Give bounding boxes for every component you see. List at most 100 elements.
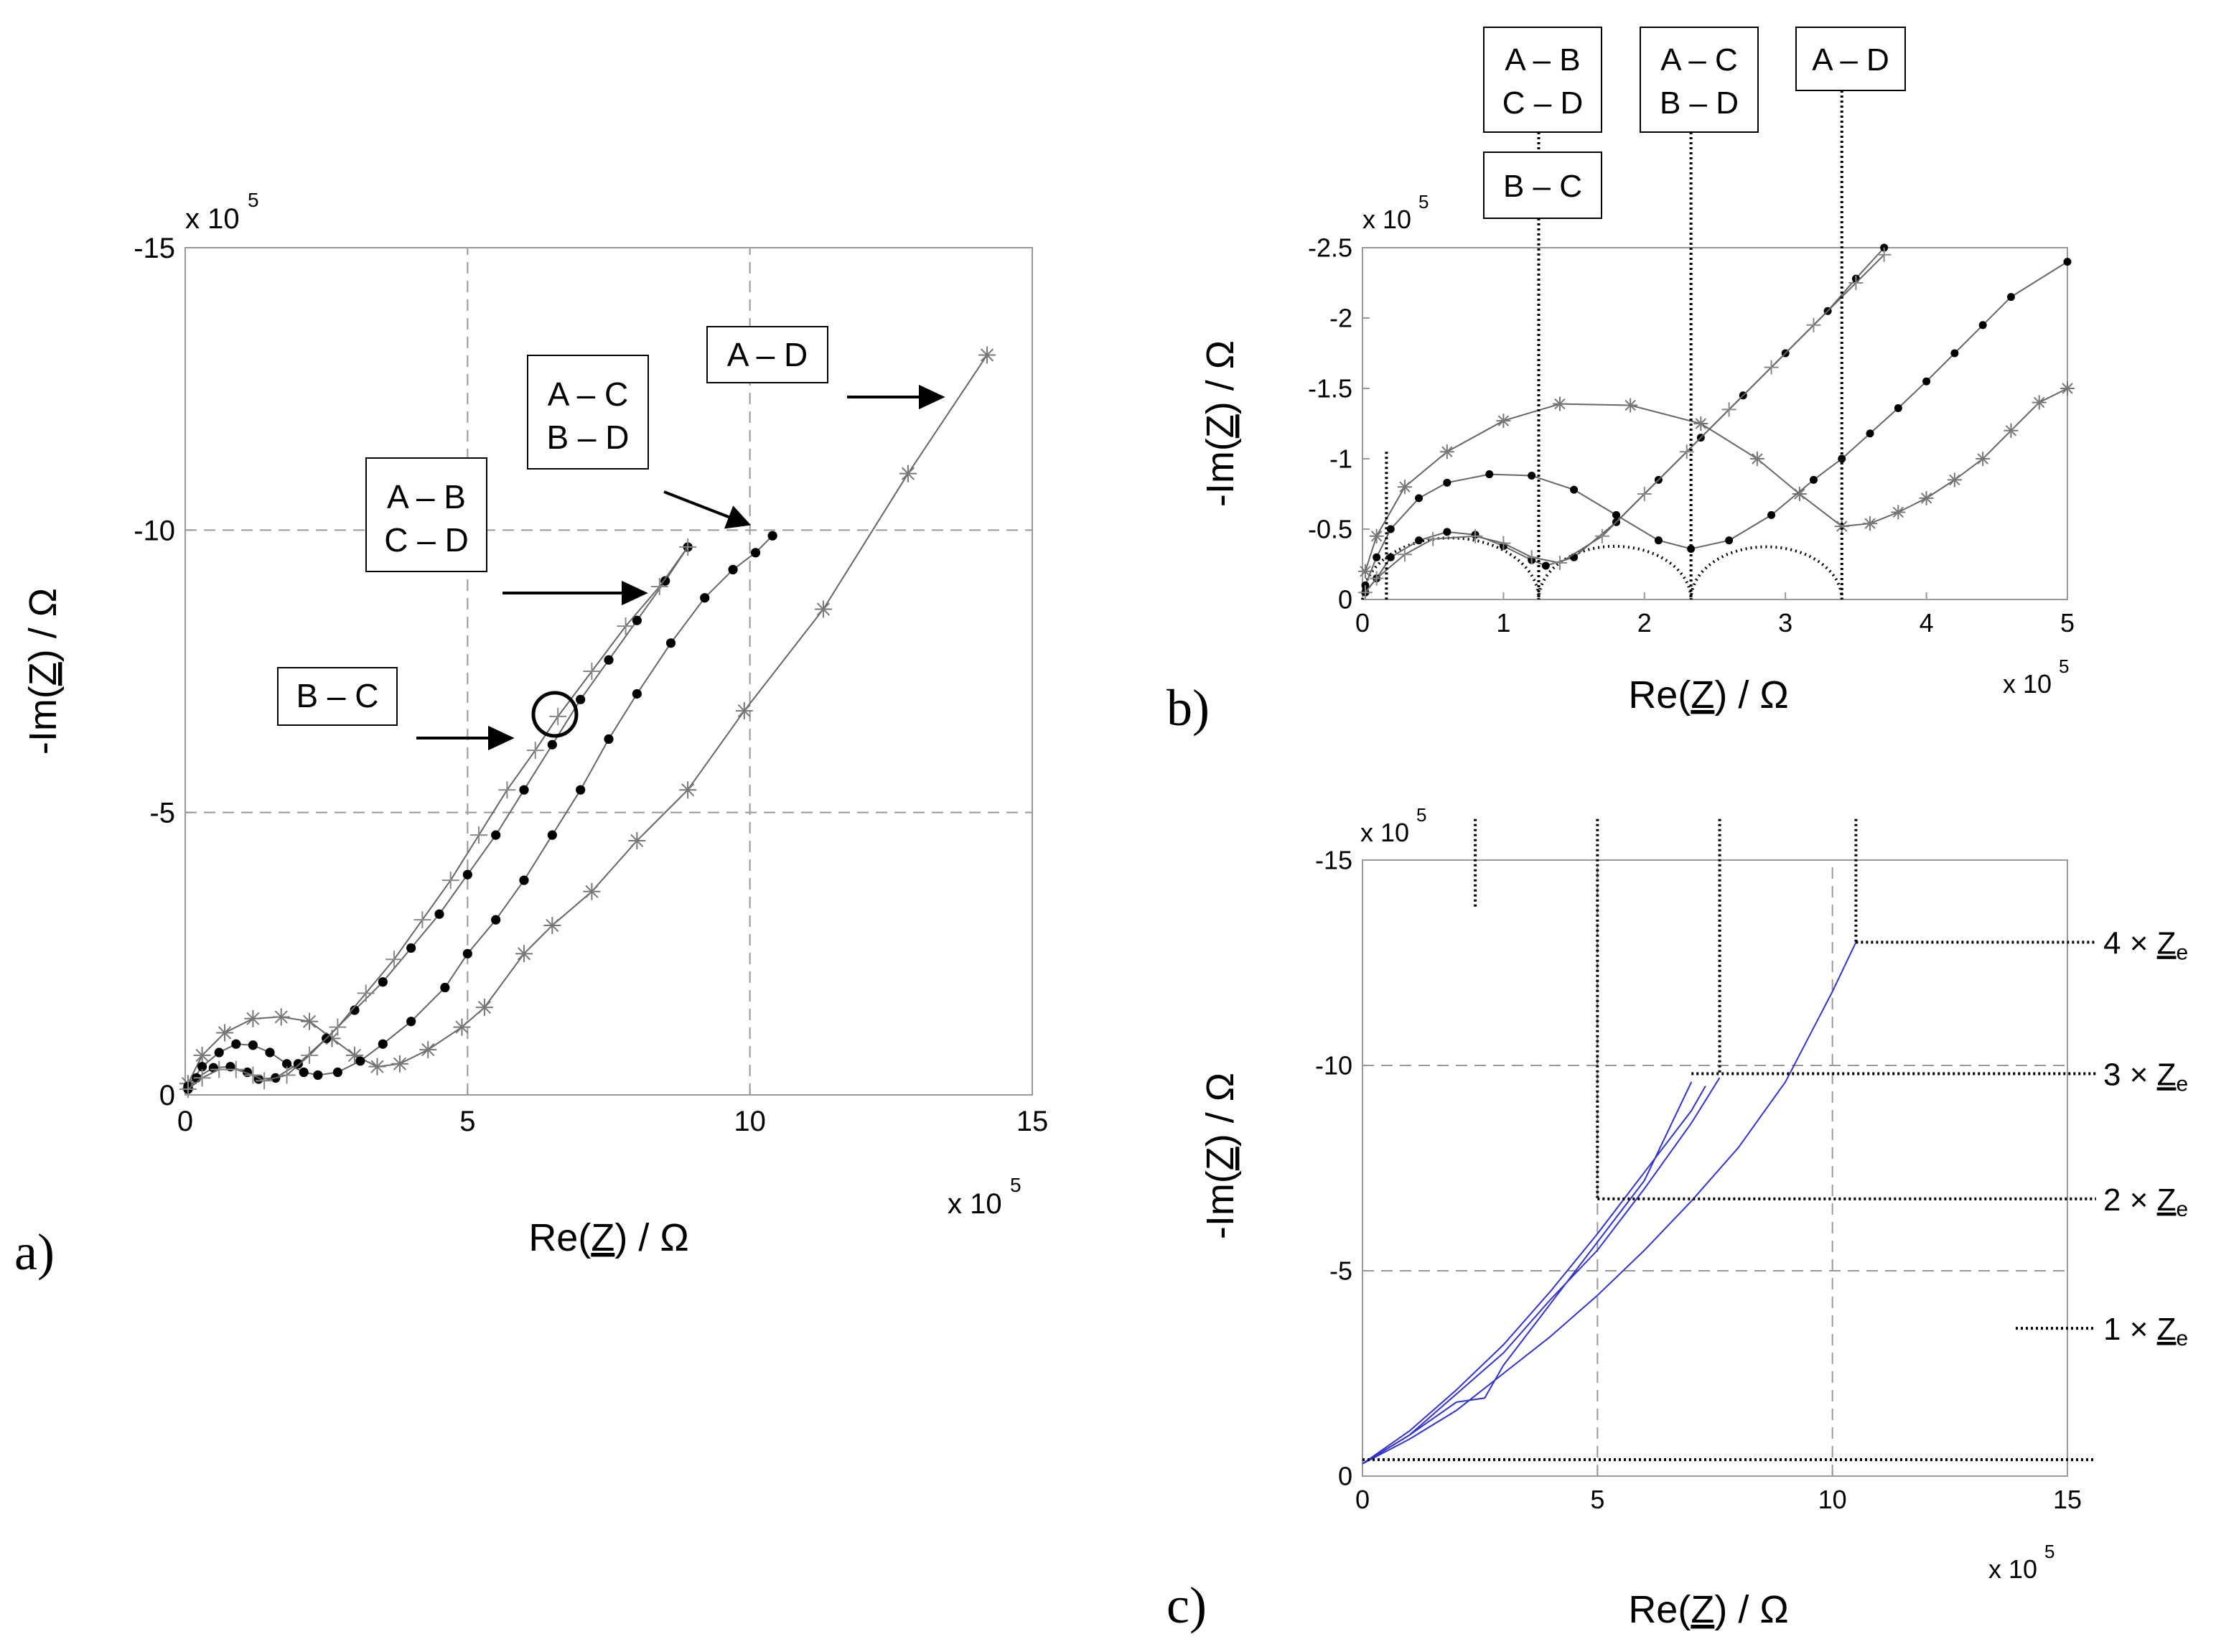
data-point [462,869,472,879]
data-point [1809,475,1818,484]
svg-text:A – C: A – C [548,375,629,413]
x-tick-label: 5 [2060,608,2075,638]
data-point [1552,556,1567,571]
data-point [244,1066,262,1084]
annotation-box-ab-cd: A – B C – D [365,457,487,572]
data-point [301,1046,319,1064]
plot-c-frame [1362,859,2068,1477]
data-point [767,531,777,541]
data-point [1687,544,1696,553]
data-point [491,915,501,925]
data-point [1792,487,1807,501]
data-point [515,945,533,963]
data-point [498,781,516,799]
data-point [216,1024,234,1042]
svg-text:C – D: C – D [1502,85,1583,121]
data-point [346,1046,363,1064]
ticks-b: 0 1 2 3 4 5 0 -0.5 -1 -1.5 -2 -2.5 [1308,233,2075,638]
svg-text:A – D: A – D [727,336,808,373]
data-point [1415,536,1423,545]
series-line-1 [1362,1077,1721,1465]
plot-a-frame [184,247,1033,1096]
x-multiplier-b-exp: 5 [2059,655,2069,677]
grid-c [1362,860,2067,1476]
data-point [549,707,567,725]
svg-text:A – B: A – B [387,478,466,515]
data-point [1485,470,1494,479]
data-point [1919,490,1934,505]
data-point [299,1067,309,1078]
y-tick-label: 0 [159,1080,175,1111]
y-multiplier-b-exp: 5 [1418,191,1429,213]
data-point [543,917,561,934]
data-point [2032,395,2047,410]
annotation-box-ac-bd: A – C B – D [527,355,649,470]
series-line-3 [1362,1081,1693,1465]
data-point [1468,528,1483,543]
panel-label-a: a) [14,1223,55,1281]
annotation-box-ad: A – D [706,326,828,383]
svg-text:C – D: C – D [384,521,469,559]
data-point [293,1059,303,1069]
data-point [313,1070,323,1081]
svg-text:B – C: B – C [1503,169,1582,204]
y-tick-label: -15 [1315,846,1352,875]
data-point [814,600,832,618]
data-point [406,1017,416,1027]
data-point [210,1060,228,1078]
data-point [329,1018,347,1036]
y-axis-label-b: -Im(Z) / Ω [1199,340,1242,507]
x-multiplier-c: x 10 [1988,1554,2037,1584]
data-point [193,1069,211,1087]
data-point [617,617,635,635]
data-point [1976,452,1991,466]
data-point [462,948,472,958]
data-point [385,951,403,969]
data-point [700,593,710,603]
data-point [660,576,670,586]
data-point [583,882,601,900]
data-point [475,999,493,1017]
data-point [355,1056,365,1066]
data-point [413,911,431,929]
semicircle-fit [1537,544,1693,600]
svg-text:A – D: A – D [1812,42,1889,78]
data-point [1369,571,1384,586]
data-point [1623,398,1638,413]
x-tick-label: 10 [1818,1485,1847,1514]
semicircle-fit [1689,545,1843,600]
data-point [1848,276,1864,290]
series-a [179,346,996,1098]
data-point [1369,528,1384,543]
data-point [679,781,697,799]
data-point [378,977,388,987]
data-point [1679,444,1694,459]
series-b [1357,243,2075,600]
y-tick-label: -10 [134,515,175,546]
data-point [632,615,642,625]
data-point [193,1046,211,1064]
data-point [2063,258,2072,266]
data-point [1947,472,1962,487]
data-point [1594,528,1609,543]
y-multiplier-c: x 10 [1360,818,1409,847]
series-c [1362,941,1857,1465]
level-label: 4 × Ze [2103,925,2188,964]
data-point [1637,487,1652,501]
svg-text:A – B: A – B [1505,42,1580,78]
data-point [679,538,697,556]
data-point [1721,402,1736,417]
data-point [1397,480,1412,495]
x-multiplier-c-exp: 5 [2044,1541,2054,1562]
data-point [301,1012,319,1030]
data-point [179,1081,197,1098]
semicircle-fits-b [1361,536,1843,600]
data-point [526,742,544,760]
data-point [227,1060,245,1078]
x-axis-label-a: Re(Z) / Ω [528,1216,688,1259]
y-tick-label: 0 [1338,585,1352,615]
annotation-box-b-ac-bd: A – C B – D [1640,27,1759,133]
data-point [1876,247,1892,262]
data-point [453,1018,471,1036]
x-tick-label: 15 [1016,1106,1049,1137]
